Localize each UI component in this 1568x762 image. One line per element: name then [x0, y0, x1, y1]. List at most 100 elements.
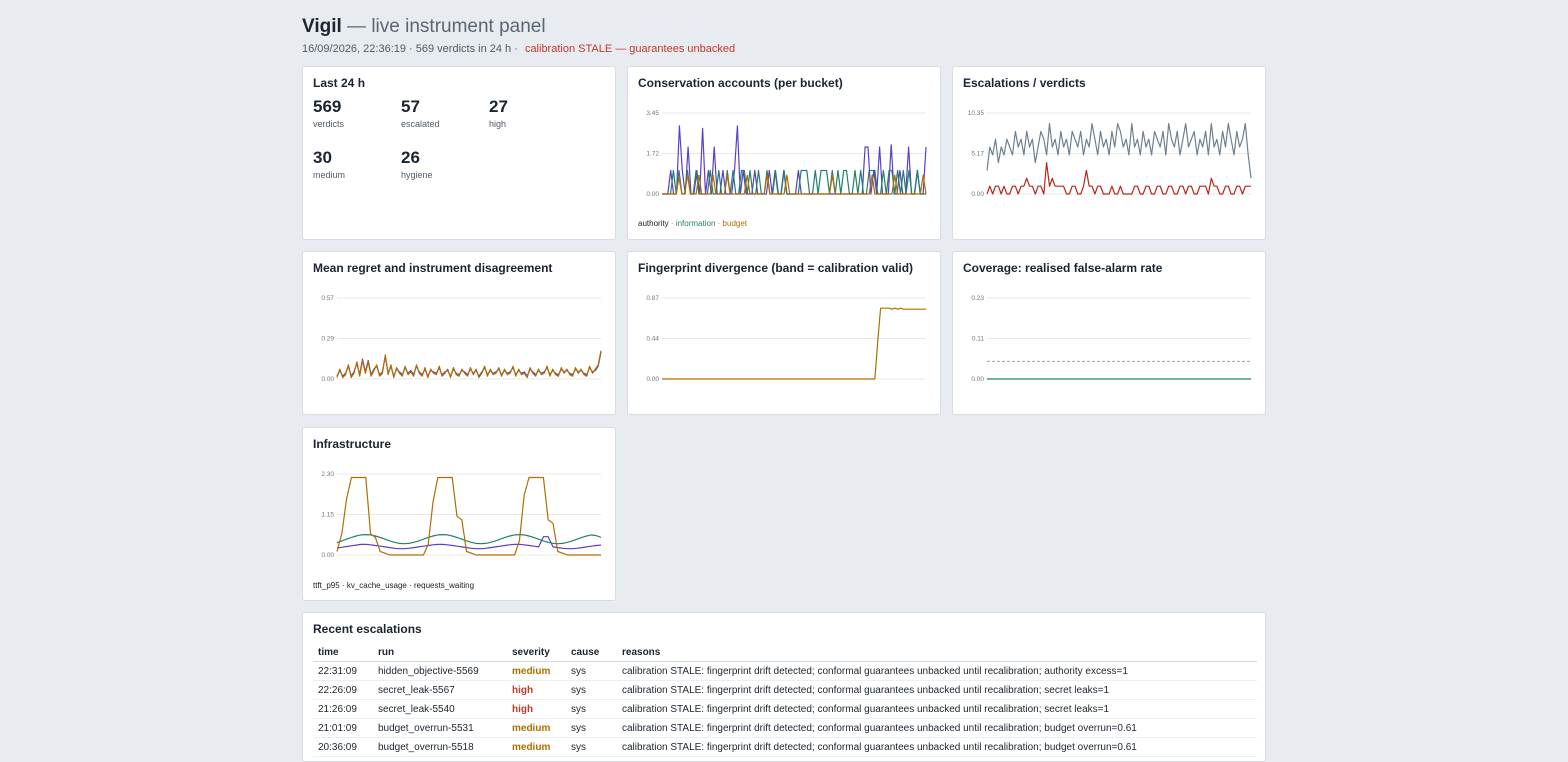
- y-tick-label: 0.00: [646, 376, 659, 383]
- chart-title: Coverage: realised false-alarm rate: [963, 261, 1163, 275]
- stat-value: 57: [401, 97, 420, 116]
- cell-cause: sys: [566, 718, 617, 738]
- escalations-chart-card: Escalations / verdicts 10.35 5.17 0.00: [952, 66, 1266, 240]
- stat-label: escalated: [401, 119, 440, 129]
- column-time: time: [313, 643, 373, 662]
- stat-escalated: 57 escalated: [401, 97, 481, 129]
- infrastructure-chart-card: Infrastructure 2.30 1.15 0.00 ttft_p95 · k…: [302, 427, 616, 601]
- stat-medium: 30 medium: [313, 148, 393, 180]
- severity-badge: high: [507, 680, 566, 700]
- infrastructure-legend: ttft_p95 · kv_cache_usage · requests_wai…: [313, 581, 474, 590]
- stat-label: medium: [313, 170, 346, 180]
- y-tick-label: 10.35: [968, 110, 985, 117]
- cell-run: secret_leak-5540: [373, 699, 507, 719]
- recent-escalations-card: Recent escalations time run severity cau…: [302, 612, 1266, 762]
- y-tick-label: 0.23: [971, 295, 984, 302]
- series-line-0: [662, 307, 926, 380]
- y-tick-label: 1.15: [321, 512, 334, 519]
- series-line-1: [986, 162, 1251, 195]
- cell-reasons: calibration STALE: fingerprint drift det…: [617, 699, 1257, 719]
- severity-badge: high: [507, 699, 566, 719]
- cell-time: 22:26:09: [313, 680, 373, 700]
- page: Vigil — live instrument panel 16/09/2026…: [302, 14, 1266, 57]
- stale-notice: calibration STALE — guarantees unbacked: [524, 43, 736, 55]
- cell-reasons: calibration STALE: fingerprint drift det…: [617, 718, 1257, 738]
- page-title: Vigil — live instrument panel: [302, 14, 1266, 40]
- legend-authority: authority: [638, 219, 669, 228]
- cell-time: 20:36:09: [313, 737, 373, 757]
- escalations-table-title: Recent escalations: [313, 622, 422, 636]
- table-row[interactable]: 20:36:09 budget_overrun-5518 medium sys cali…: [313, 737, 1257, 757]
- severity-badge: medium: [507, 737, 566, 757]
- table-row[interactable]: 22:31:09 hidden_objective-5569 medium sys ca…: [313, 661, 1257, 681]
- legend-separator: ·: [717, 219, 721, 228]
- series-line-authority: [662, 125, 927, 195]
- cell-run: secret_leak-5567: [373, 680, 507, 700]
- cell-cause: sys: [566, 737, 617, 757]
- stat-label: hygiene: [401, 170, 433, 180]
- legend-kv-cache-usage: kv_cache_usage: [346, 581, 407, 590]
- stat-value: 26: [401, 148, 420, 167]
- app-name: Vigil: [302, 16, 342, 37]
- cell-reasons: calibration STALE: fingerprint drift det…: [617, 680, 1257, 700]
- fingerprint-chart-card: Fingerprint divergence (band = calibrati…: [627, 251, 941, 415]
- column-cause: cause: [566, 643, 617, 662]
- stat-value: 30: [313, 148, 332, 167]
- chart-title: Infrastructure: [313, 437, 392, 451]
- stat-hygiene: 26 hygiene: [401, 148, 481, 180]
- column-reasons: reasons: [617, 643, 1257, 662]
- y-tick-label: 2.30: [321, 471, 334, 478]
- summary-card: Last 24 h 569 verdicts 57 escalated 27 h…: [302, 66, 616, 240]
- cell-run: hidden_objective-5569: [373, 661, 507, 681]
- y-tick-label: 1.72: [646, 151, 659, 158]
- regret-plot: 0.57 0.29 0.00: [321, 295, 602, 383]
- column-severity: severity: [507, 643, 566, 662]
- stat-label: high: [489, 119, 507, 129]
- cell-run: budget_overrun-5531: [373, 718, 507, 738]
- y-tick-label: 0.29: [321, 336, 334, 343]
- series-line-1: [336, 350, 602, 379]
- legend-separator: ·: [670, 219, 674, 228]
- cell-time: 21:01:09: [313, 718, 373, 738]
- y-tick-label: 0.00: [321, 552, 334, 559]
- table-row[interactable]: 21:01:09 budget_overrun-5531 medium sys cali…: [313, 718, 1257, 738]
- page-subtitle: — live instrument panel: [341, 16, 546, 37]
- legend-separator: ·: [341, 581, 345, 590]
- column-run: run: [373, 643, 507, 662]
- legend-ttft-p95: ttft_p95: [313, 581, 340, 590]
- y-tick-label: 5.17: [971, 151, 984, 158]
- coverage-chart-card: Coverage: realised false-alarm rate 0.23…: [952, 251, 1266, 415]
- conservation-chart-card: Conservation accounts (per bucket) 3.45 1…: [627, 66, 941, 240]
- y-tick-label: 0.11: [972, 336, 985, 343]
- cell-run: budget_overrun-5518: [373, 737, 507, 757]
- cell-reasons: calibration STALE: fingerprint drift det…: [617, 661, 1257, 681]
- y-tick-label: 0.00: [321, 376, 334, 383]
- chart-title: Conservation accounts (per bucket): [638, 76, 843, 90]
- stat-value: 569: [313, 97, 342, 116]
- cell-cause: sys: [566, 680, 617, 700]
- legend-budget: budget: [722, 219, 748, 228]
- infrastructure-plot: 2.30 1.15 0.00: [321, 471, 602, 559]
- table-row[interactable]: 21:26:09 secret_leak-5540 high sys calibrati…: [313, 699, 1257, 719]
- series-line-0: [986, 122, 1252, 179]
- chart-title: Fingerprint divergence (band = calibrati…: [638, 261, 914, 275]
- escalations-plot: 10.35 5.17 0.00: [968, 110, 1252, 198]
- fingerprint-plot: 0.87 0.44 0.00: [646, 295, 926, 383]
- stat-verdicts: 569 verdicts: [313, 97, 393, 129]
- table-row[interactable]: 22:26:09 secret_leak-5567 high sys calibrati…: [313, 680, 1257, 700]
- chart-title: Escalations / verdicts: [963, 76, 1086, 90]
- y-tick-label: 0.57: [321, 295, 334, 302]
- coverage-plot: 0.23 0.11 0.00: [971, 295, 1251, 383]
- cell-cause: sys: [566, 661, 617, 681]
- cell-time: 21:26:09: [313, 699, 373, 719]
- regret-chart-card: Mean regret and instrument disagreement …: [302, 251, 616, 415]
- conservation-plot: 3.45 1.72 0.00: [646, 110, 927, 198]
- y-tick-label: 0.44: [646, 336, 659, 343]
- chart-title: Mean regret and instrument disagreement: [313, 261, 553, 275]
- cell-time: 22:31:09: [313, 661, 373, 681]
- summary-title: Last 24 h: [313, 76, 366, 90]
- y-tick-label: 3.45: [646, 110, 659, 117]
- conservation-legend: authority · information · budget: [638, 219, 747, 228]
- series-line-budget: [662, 174, 927, 195]
- cell-reasons: calibration STALE: fingerprint drift det…: [617, 737, 1257, 757]
